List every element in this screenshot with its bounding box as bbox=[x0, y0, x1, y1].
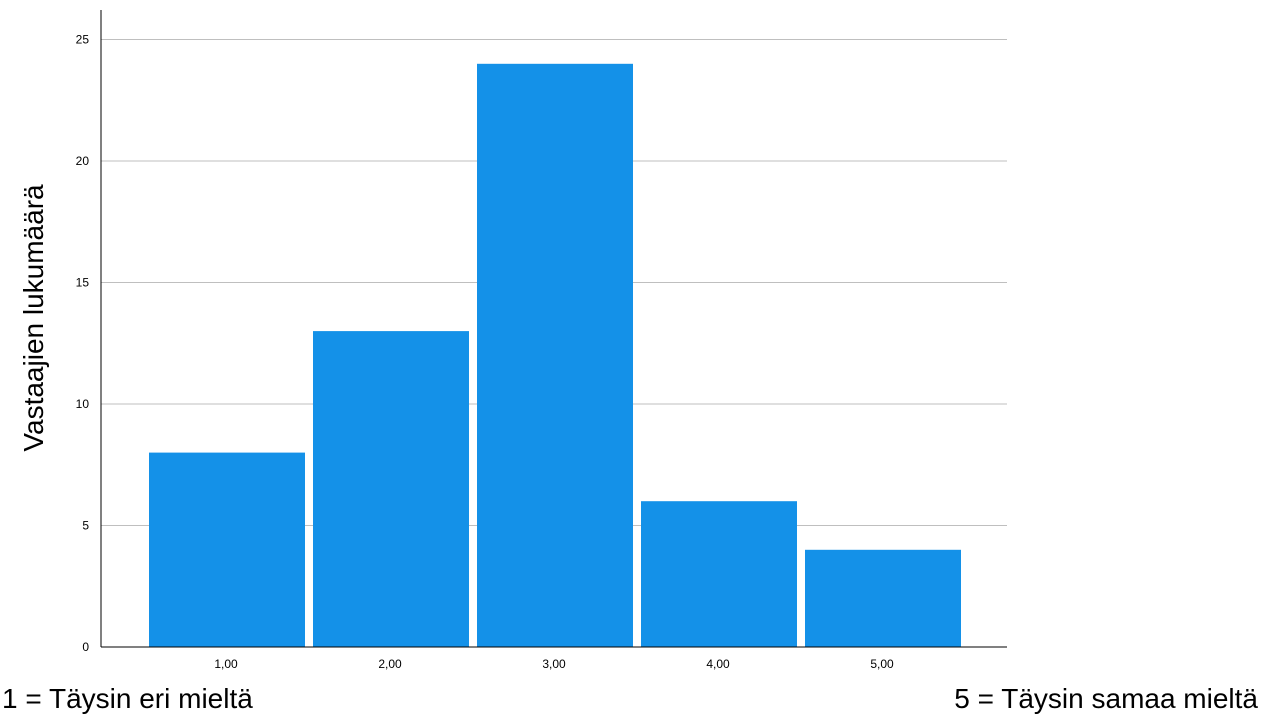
x-tick-label: 5,00 bbox=[870, 657, 894, 671]
y-tick-label: 10 bbox=[76, 397, 90, 411]
x-tick-label: 4,00 bbox=[706, 657, 730, 671]
bar bbox=[641, 501, 797, 647]
y-axis-title: Vastaajien lukumäärä bbox=[18, 184, 49, 452]
x-tick-label: 3,00 bbox=[542, 657, 566, 671]
y-tick-label: 20 bbox=[76, 154, 90, 168]
bar bbox=[313, 331, 469, 647]
y-tick-label: 15 bbox=[76, 276, 90, 290]
x-tick-labels: 1,00 2,00 3,00 4,00 5,00 bbox=[214, 657, 894, 671]
y-tick-label: 0 bbox=[82, 640, 89, 654]
y-tick-label: 5 bbox=[82, 519, 89, 533]
scale-note-right: 5 = Täysin samaa mieltä bbox=[954, 683, 1258, 714]
y-tick-labels: 0 5 10 15 20 25 bbox=[76, 33, 90, 655]
scale-note-left: 1 = Täysin eri mieltä bbox=[2, 683, 253, 714]
bar bbox=[149, 452, 305, 647]
bar bbox=[805, 549, 961, 647]
axes bbox=[100, 10, 1007, 648]
x-tick-label: 1,00 bbox=[214, 657, 238, 671]
x-tick-label: 2,00 bbox=[378, 657, 402, 671]
y-tick-label: 25 bbox=[76, 33, 90, 47]
bar bbox=[477, 63, 633, 648]
bars bbox=[149, 63, 961, 648]
